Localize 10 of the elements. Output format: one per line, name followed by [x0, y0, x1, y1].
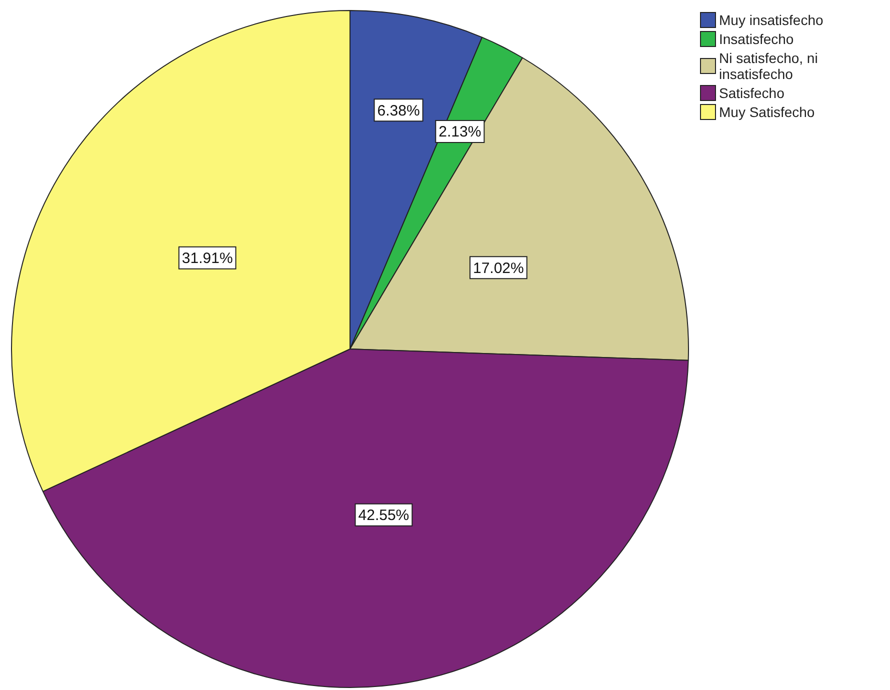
legend-label: Ni satisfecho, ni insatisfecho	[719, 50, 819, 82]
data-label: 2.13%	[438, 124, 482, 141]
legend-label: Satisfecho	[719, 85, 784, 101]
legend-label: Muy insatisfecho	[719, 12, 824, 28]
data-label: 31.91%	[182, 250, 233, 268]
data-label: 6.38%	[377, 102, 420, 120]
legend-label: Insatisfecho	[719, 31, 794, 47]
data-label: 42.55%	[358, 507, 410, 524]
data-label: 17.02%	[472, 260, 524, 277]
legend-label: Muy Satisfecho	[719, 104, 815, 120]
